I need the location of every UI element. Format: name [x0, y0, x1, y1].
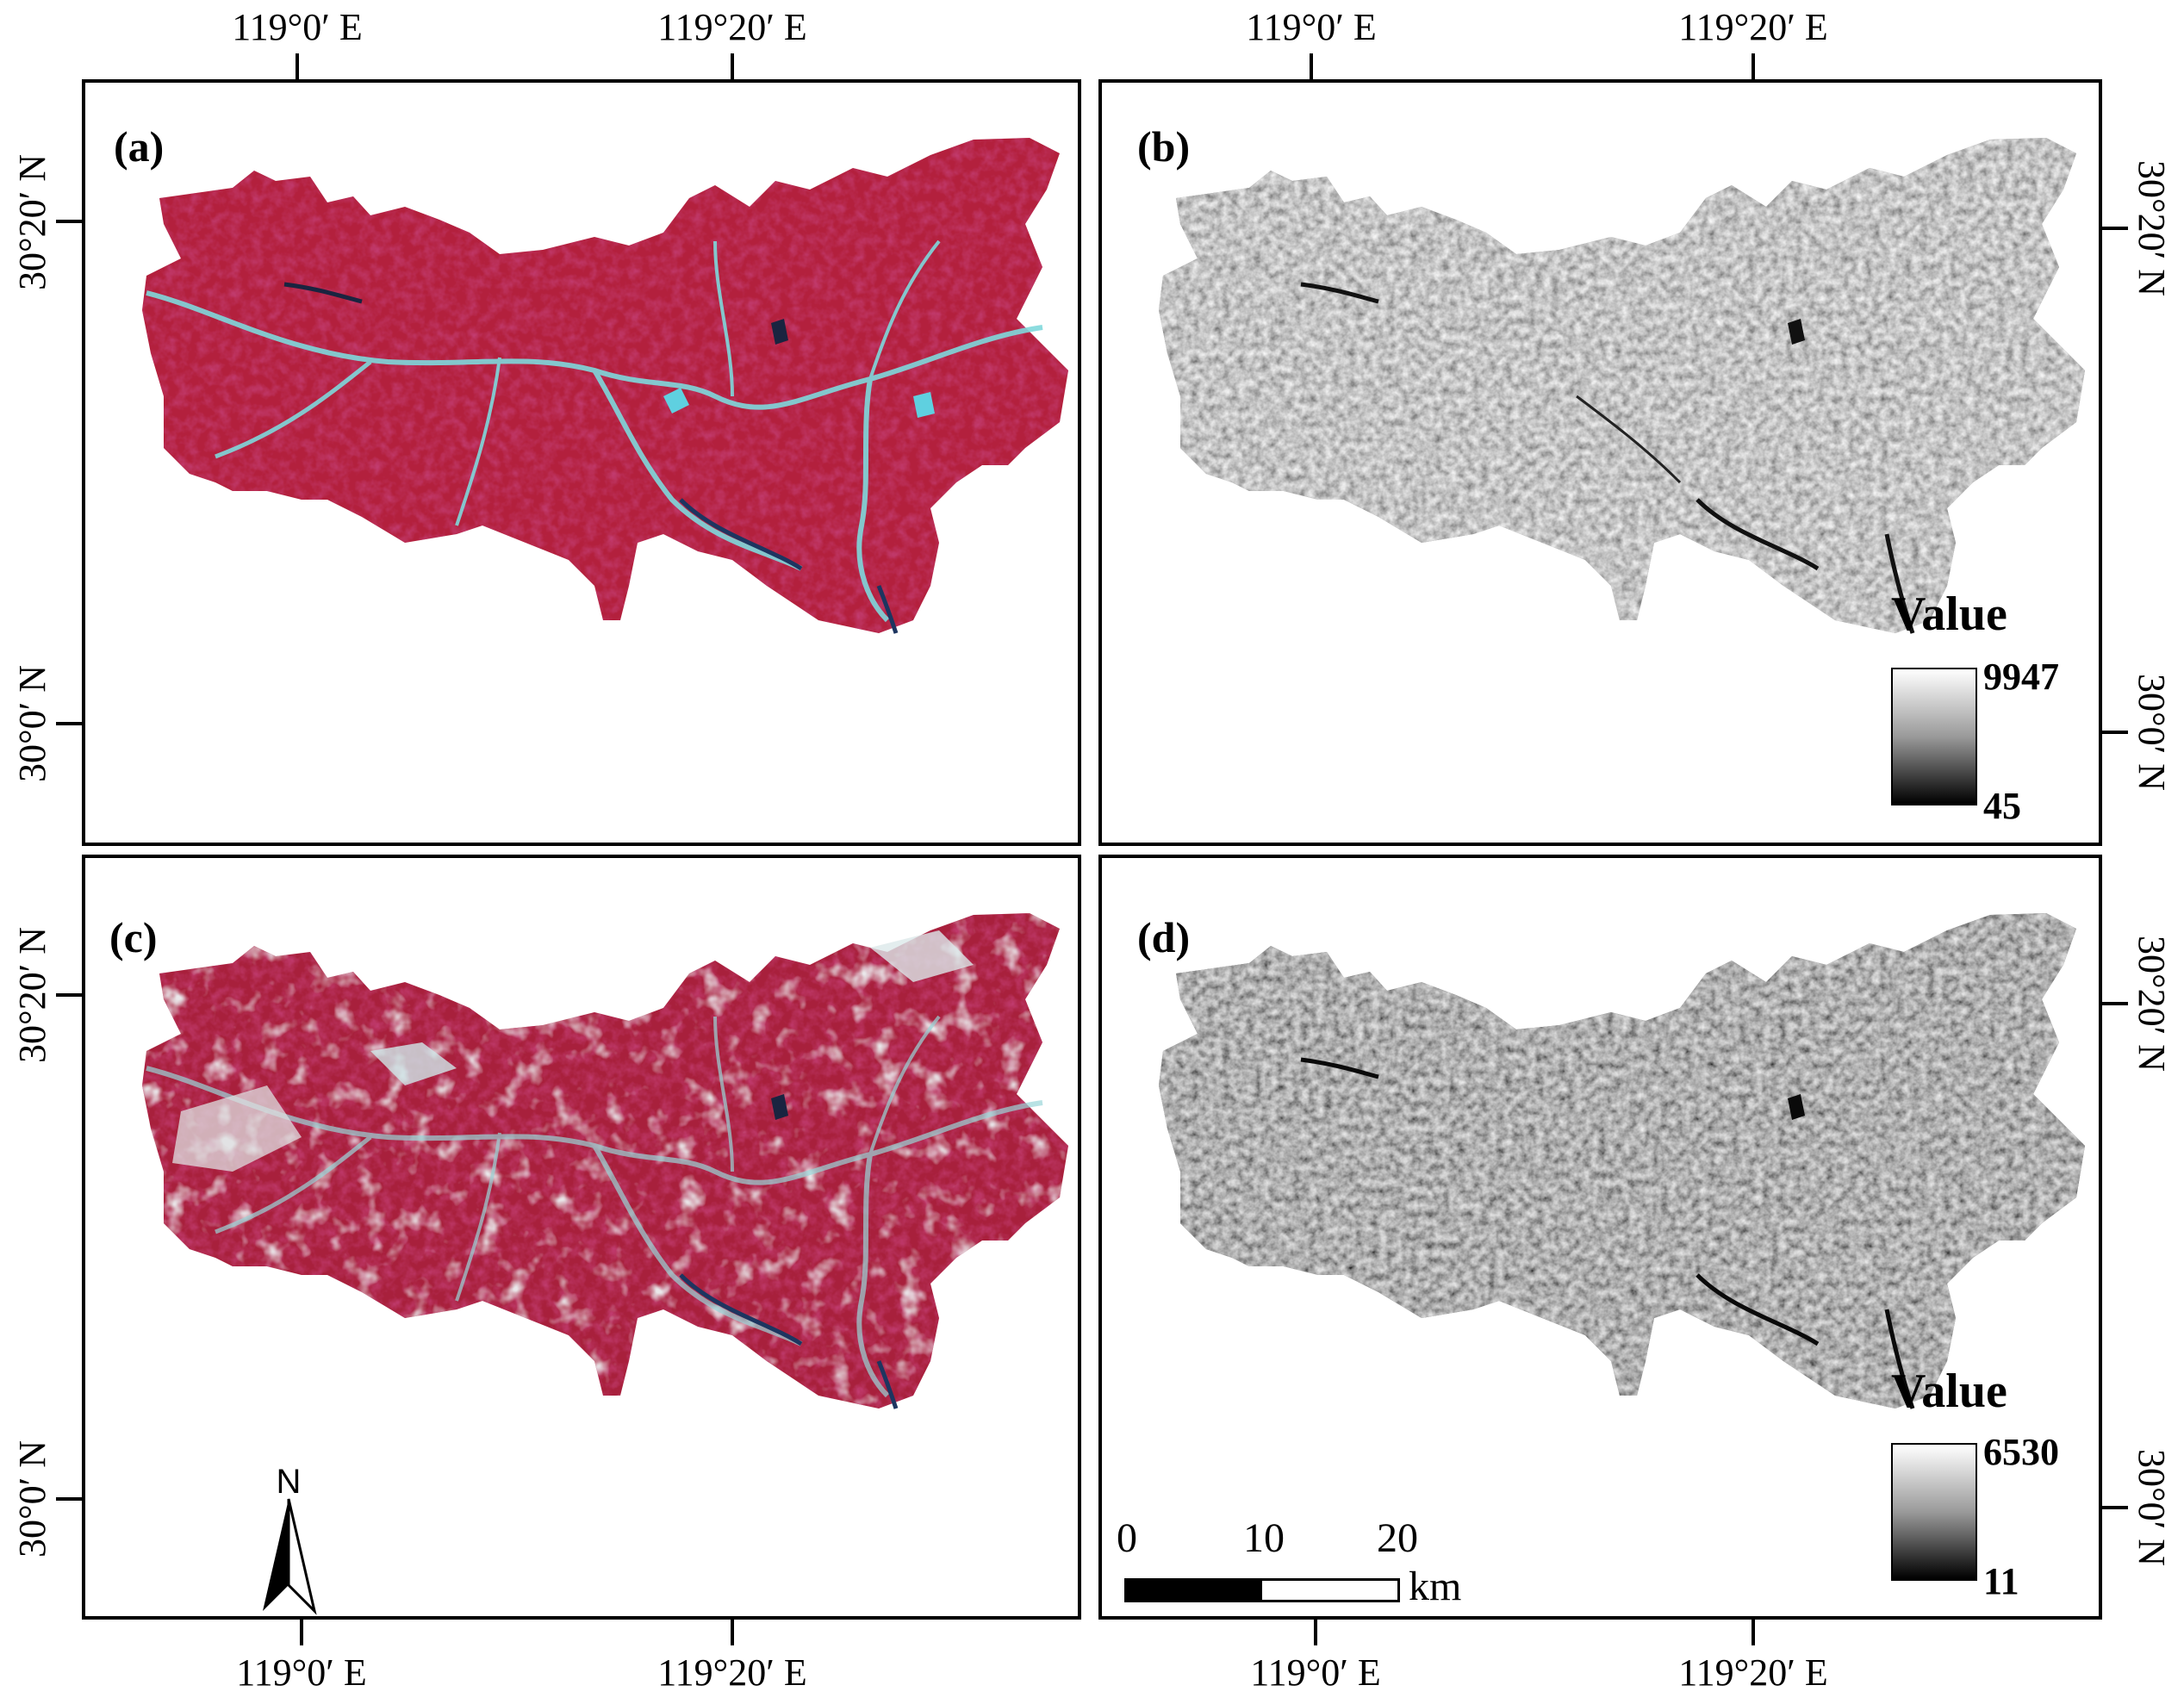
top-tick-4 [1752, 53, 1755, 79]
left-lat-label-2: 30°0′ N [11, 665, 53, 782]
top-lon-label-1: 119°0′ E [232, 6, 363, 48]
panel-d-region [1159, 913, 2085, 1409]
top-lon-label-4: 119°20′ E [1678, 6, 1828, 48]
bottom-tick-1 [300, 1620, 303, 1645]
bottom-lon-label-2: 119°20′ E [657, 1651, 807, 1694]
right-tick-3 [2102, 1002, 2128, 1005]
legend-d-max: 6530 [1983, 1431, 2059, 1473]
left-lat-label-4: 30°0′ N [11, 1440, 53, 1558]
legend-b-max: 9947 [1983, 656, 2059, 698]
right-lat-label-3: 30°20′ N [2131, 936, 2173, 1072]
legend-b-title: Value [1891, 588, 2007, 641]
top-lon-label-3: 119°0′ E [1246, 6, 1377, 48]
legend-d-min: 11 [1983, 1560, 2019, 1602]
left-lat-label-3: 30°20′ N [11, 927, 53, 1063]
scalebar-unit: km [1409, 1564, 1462, 1609]
bottom-lon-label-1: 119°0′ E [236, 1651, 367, 1694]
scalebar-tick-20: 20 [1377, 1515, 1418, 1561]
left-tick-4 [56, 1497, 82, 1501]
panel-b-region [1159, 138, 2085, 634]
scalebar-black-segment [1127, 1581, 1262, 1600]
right-tick-4 [2102, 1506, 2128, 1509]
panel-a-region [142, 138, 1068, 634]
left-tick-3 [56, 993, 82, 997]
legend-b-min: 45 [1983, 785, 2021, 827]
panel-a-label: (a) [114, 122, 165, 171]
scalebar-white-segment [1262, 1581, 1397, 1600]
top-lon-label-2: 119°20′ E [657, 6, 807, 48]
scalebar [1124, 1578, 1400, 1602]
left-tick-1 [56, 220, 82, 223]
top-tick-1 [296, 53, 299, 79]
right-tick-2 [2102, 731, 2128, 734]
legend-d-title: Value [1891, 1365, 2007, 1418]
legend-d-ramp [1891, 1443, 1977, 1581]
bottom-tick-4 [1752, 1620, 1755, 1645]
panel-c-label: (c) [109, 913, 158, 961]
right-lat-label-1: 30°20′ N [2131, 160, 2173, 296]
legend-b-ramp [1891, 668, 1977, 805]
left-lat-label-1: 30°20′ N [11, 154, 53, 290]
top-tick-2 [731, 53, 734, 79]
bottom-tick-3 [1314, 1620, 1317, 1645]
north-arrow-letter: N [276, 1463, 302, 1501]
bottom-lon-label-4: 119°20′ E [1678, 1651, 1828, 1694]
left-tick-2 [56, 722, 82, 725]
right-lat-label-2: 30°0′ N [2131, 674, 2173, 791]
scalebar-tick-0: 0 [1117, 1515, 1137, 1561]
top-tick-3 [1310, 53, 1313, 79]
bottom-lon-label-3: 119°0′ E [1250, 1651, 1381, 1694]
right-tick-1 [2102, 227, 2128, 230]
bottom-tick-2 [731, 1620, 734, 1645]
north-arrow-icon [263, 1498, 317, 1615]
scalebar-tick-10: 10 [1243, 1515, 1285, 1561]
panel-d-label: (d) [1137, 913, 1191, 961]
panel-b-label: (b) [1137, 122, 1191, 171]
right-lat-label-4: 30°0′ N [2131, 1449, 2173, 1566]
panel-c-region [142, 913, 1068, 1409]
